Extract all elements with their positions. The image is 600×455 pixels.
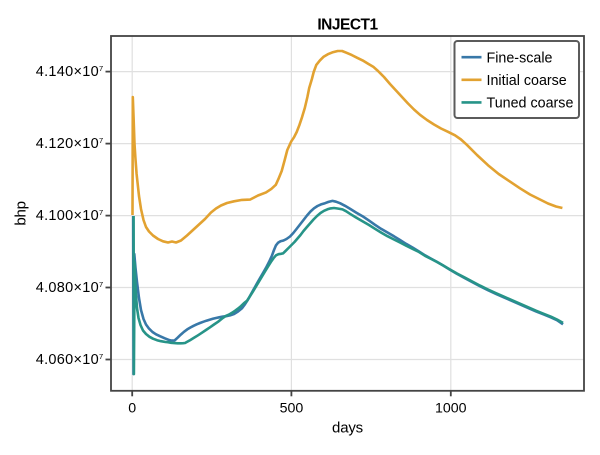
- svg-text:0: 0: [128, 400, 136, 416]
- svg-text:4.140×107: 4.140×107: [36, 64, 104, 80]
- svg-text:days: days: [332, 420, 363, 437]
- svg-text:Tuned coarse: Tuned coarse: [487, 96, 574, 112]
- svg-text:1000: 1000: [435, 400, 467, 416]
- svg-text:bhp: bhp: [13, 201, 30, 225]
- svg-text:4.080×107: 4.080×107: [36, 280, 104, 296]
- svg-text:4.120×107: 4.120×107: [36, 136, 104, 152]
- svg-text:500: 500: [280, 400, 304, 416]
- svg-text:INJECT1: INJECT1: [317, 17, 378, 34]
- svg-text:4.100×107: 4.100×107: [36, 208, 104, 224]
- svg-text:4.060×107: 4.060×107: [36, 352, 104, 368]
- svg-text:Fine-scale: Fine-scale: [487, 51, 553, 67]
- svg-text:Initial coarse: Initial coarse: [487, 73, 567, 89]
